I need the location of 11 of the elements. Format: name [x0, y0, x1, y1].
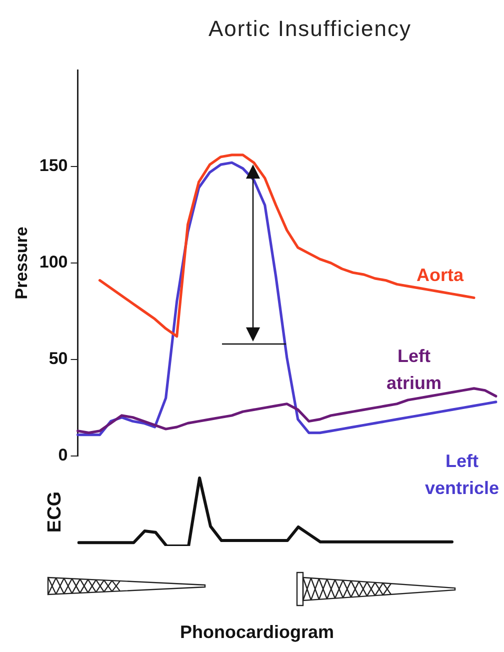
text: Phonocardiogram	[180, 622, 334, 643]
y-tick-label: 150	[39, 156, 68, 176]
y-tick-label: 50	[48, 349, 68, 368]
y-tick-label: 0	[58, 446, 68, 465]
text: Left ventricle	[424, 450, 500, 498]
series-label: Left atrium	[386, 346, 442, 393]
chart-title: Aortic Insufficiency	[207, 16, 412, 42]
y-tick-label: 100	[39, 252, 68, 272]
y-axis-title: Pressure	[12, 226, 31, 300]
series-label: Aorta	[416, 264, 464, 285]
y-axis-title: ECG	[44, 491, 66, 533]
